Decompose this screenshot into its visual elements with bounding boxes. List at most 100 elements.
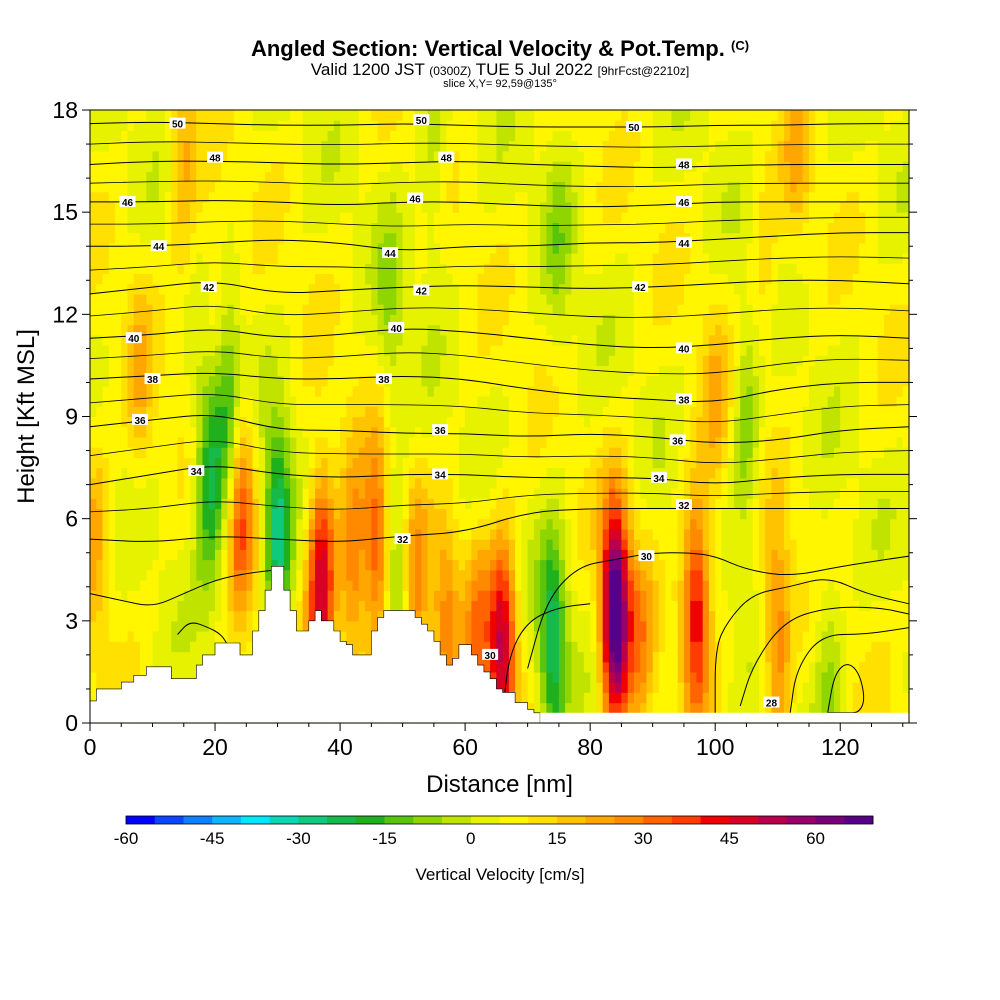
velocity-cell — [215, 242, 222, 254]
velocity-cell — [583, 283, 591, 295]
velocity-cell — [571, 620, 579, 632]
velocity-cell — [408, 375, 416, 387]
velocity-cell — [421, 293, 429, 305]
velocity-cell — [521, 457, 529, 469]
velocity-cell — [471, 293, 479, 305]
velocity-cell — [283, 232, 291, 244]
velocity-cell — [96, 641, 104, 653]
velocity-cell — [221, 334, 229, 346]
velocity-cell — [565, 671, 572, 683]
velocity-cell — [221, 539, 229, 550]
velocity-cell — [427, 283, 435, 295]
velocity-cell — [552, 130, 560, 142]
velocity-cell — [333, 600, 341, 612]
velocity-cell — [446, 375, 454, 387]
velocity-cell — [490, 120, 497, 131]
velocity-cell — [133, 120, 141, 131]
velocity-cell — [533, 702, 541, 714]
velocity-cell — [121, 181, 129, 193]
velocity-cell — [533, 242, 541, 254]
velocity-cell — [502, 661, 510, 673]
velocity-cell — [365, 457, 372, 469]
velocity-cell — [158, 314, 166, 326]
velocity-cell — [533, 365, 541, 377]
velocity-cell — [321, 416, 329, 428]
velocity-cell — [90, 314, 97, 326]
velocity-cell — [183, 201, 191, 213]
velocity-cell — [533, 273, 541, 285]
velocity-cell — [533, 508, 541, 520]
velocity-cell — [227, 181, 235, 193]
velocity-cell — [215, 314, 222, 326]
velocity-cell — [233, 130, 241, 142]
velocity-cell — [258, 324, 266, 336]
velocity-cell — [177, 304, 185, 315]
velocity-cell — [277, 385, 285, 397]
velocity-cell — [296, 273, 304, 285]
velocity-cell — [177, 457, 185, 469]
velocity-cell — [277, 263, 285, 274]
velocity-cell — [558, 620, 566, 632]
velocity-cell — [190, 600, 197, 612]
velocity-cell — [371, 396, 379, 407]
velocity-cell — [252, 436, 260, 448]
velocity-cell — [271, 385, 279, 397]
velocity-cell — [596, 324, 604, 336]
velocity-cell — [227, 191, 235, 203]
velocity-cell — [215, 385, 222, 397]
velocity-cell — [140, 130, 147, 142]
velocity-cell — [533, 304, 541, 315]
velocity-cell — [502, 150, 510, 162]
velocity-cell — [152, 447, 160, 458]
velocity-cell — [477, 345, 485, 356]
velocity-cell — [265, 191, 272, 203]
velocity-cell — [496, 120, 504, 131]
velocity-cell — [427, 222, 435, 234]
velocity-cell — [577, 181, 585, 193]
velocity-cell — [571, 140, 579, 152]
velocity-cell — [108, 477, 116, 489]
velocity-cell — [590, 590, 598, 601]
velocity-cell — [577, 273, 585, 285]
velocity-cell — [146, 161, 154, 172]
velocity-cell — [190, 253, 197, 264]
velocity-cell — [233, 610, 241, 622]
velocity-cell — [440, 120, 447, 131]
velocity-cell — [452, 110, 460, 121]
velocity-cell — [333, 171, 341, 183]
velocity-cell — [102, 140, 110, 152]
velocity-cell — [327, 345, 335, 356]
velocity-cell — [146, 181, 154, 193]
velocity-cell — [596, 447, 604, 458]
velocity-cell — [365, 293, 372, 305]
velocity-cell — [565, 477, 572, 489]
velocity-cell — [258, 140, 266, 152]
velocity-cell — [396, 467, 404, 479]
velocity-cell — [333, 212, 341, 223]
velocity-cell — [396, 426, 404, 438]
velocity-cell — [433, 508, 441, 520]
velocity-cell — [308, 447, 316, 458]
velocity-cell — [458, 110, 466, 121]
velocity-cell — [490, 150, 497, 162]
velocity-cell — [365, 580, 372, 591]
velocity-cell — [565, 263, 572, 274]
velocity-cell — [365, 150, 372, 162]
velocity-cell — [496, 518, 504, 530]
velocity-cell — [183, 171, 191, 183]
velocity-cell — [383, 477, 391, 489]
velocity-cell — [496, 436, 504, 448]
velocity-cell — [227, 488, 235, 499]
velocity-cell — [165, 314, 172, 326]
velocity-cell — [521, 539, 529, 550]
velocity-cell — [302, 304, 310, 315]
velocity-cell — [558, 539, 566, 550]
velocity-cell — [577, 518, 585, 530]
velocity-cell — [177, 631, 185, 642]
velocity-cell — [177, 355, 185, 366]
velocity-cell — [265, 559, 272, 571]
velocity-cell — [152, 283, 160, 295]
velocity-cell — [358, 600, 366, 612]
velocity-cell — [552, 191, 560, 203]
velocity-cell — [146, 508, 154, 520]
